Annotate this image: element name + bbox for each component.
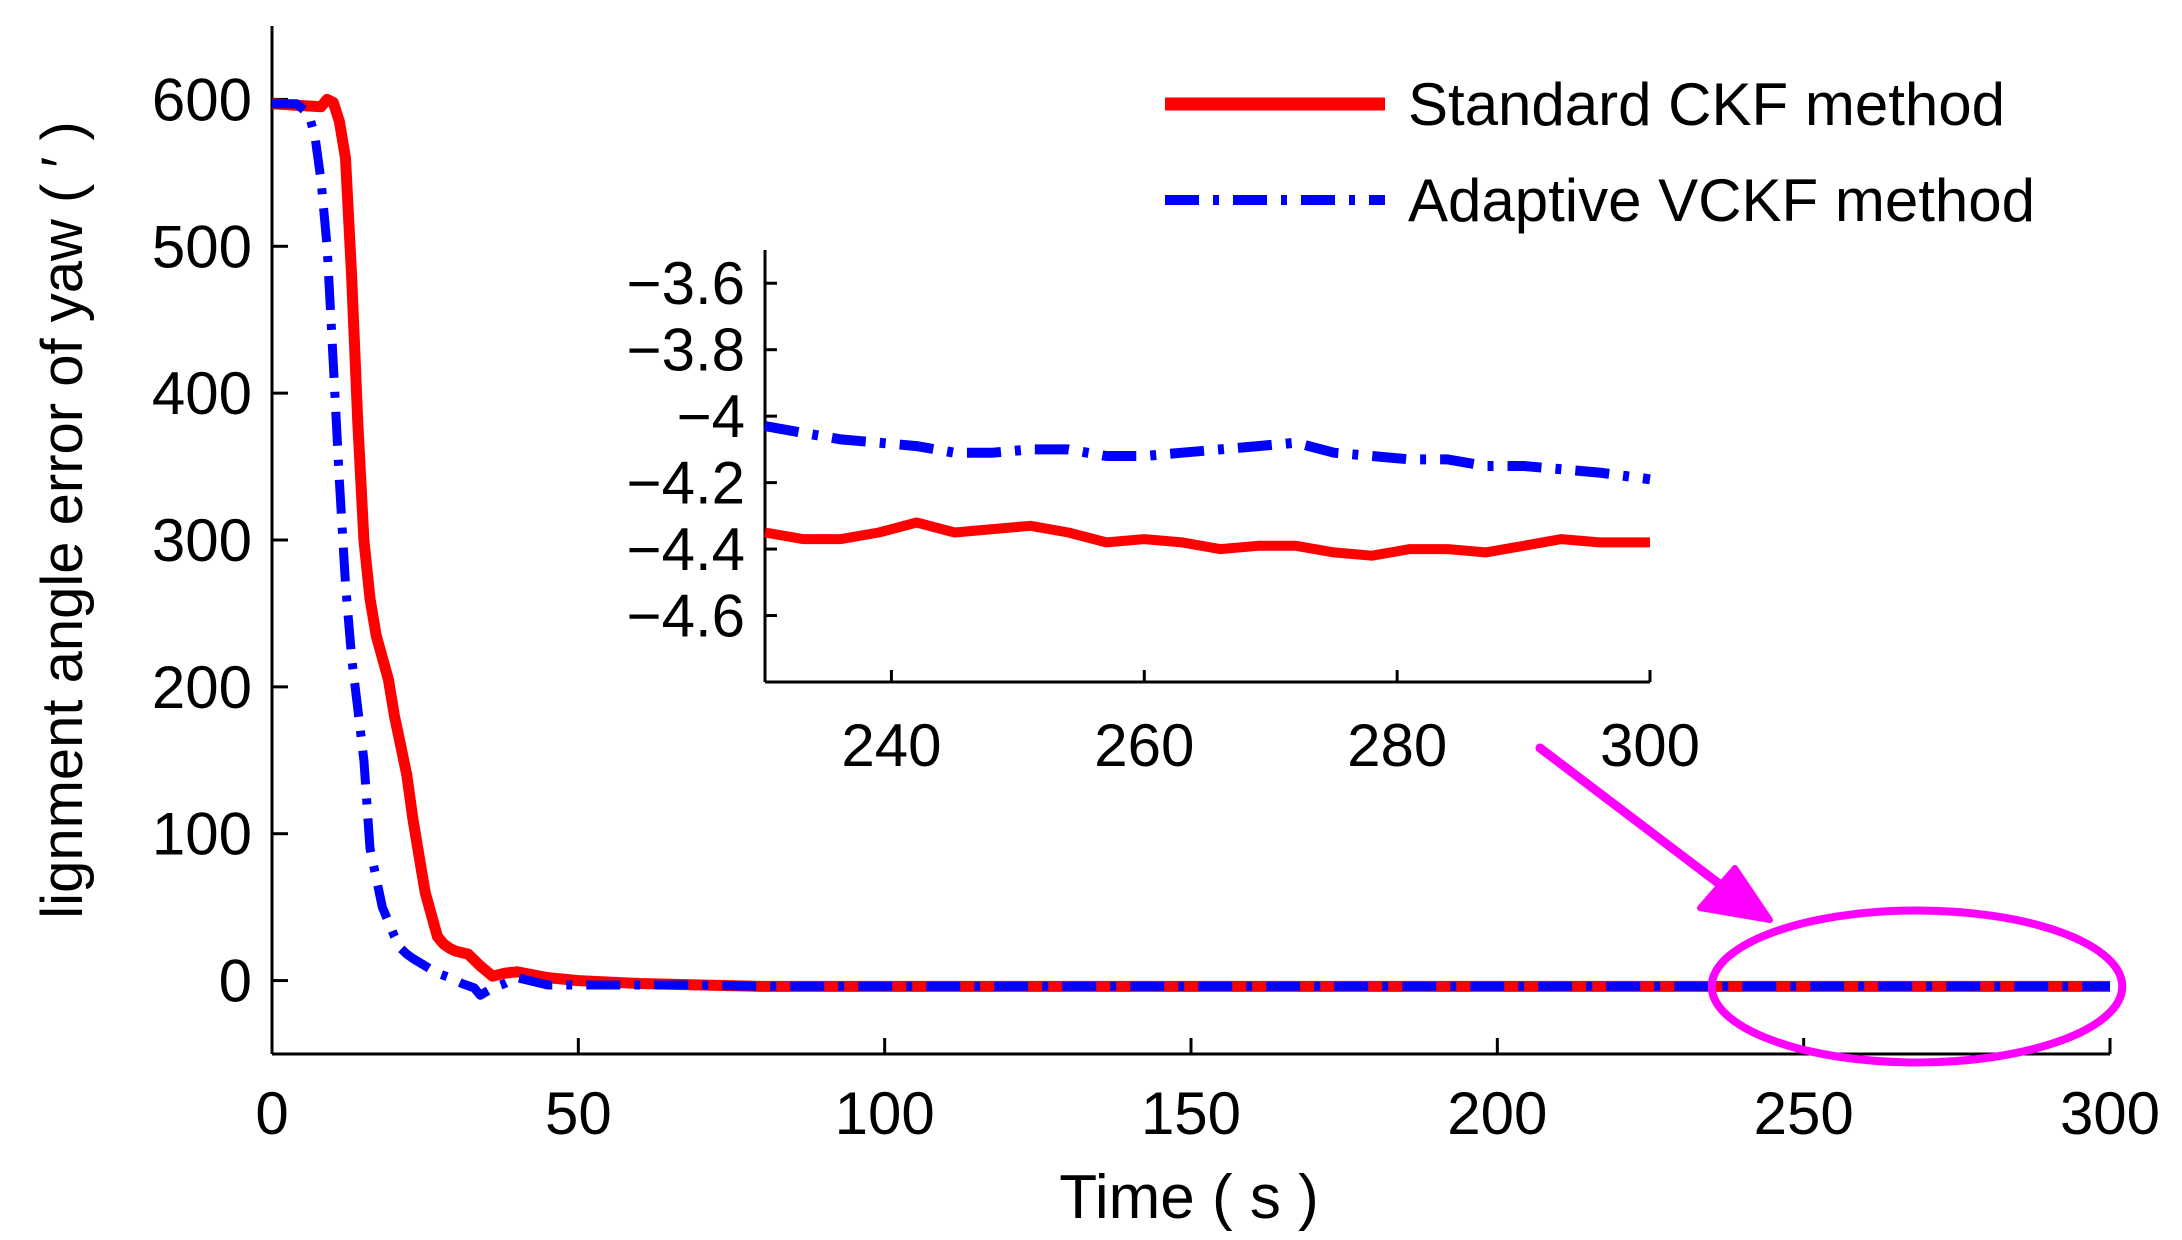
inset-y-tick-label: −4 [677,383,745,450]
inset-x-tick-label: 260 [1094,712,1194,779]
y-tick-label: 500 [152,213,252,280]
x-axis-title: Time ( s ) [1059,1163,1318,1232]
inset-series-line-adaptive-vckf [764,421,1651,485]
inset-x-tick-label: 240 [841,712,941,779]
y-tick-label: 0 [219,948,252,1015]
x-tick-label: 300 [2060,1080,2160,1147]
y-tick-label: 400 [152,360,252,427]
series-line-adaptive-vckf [272,99,2110,1000]
inset-y-tick-label: −4.2 [627,450,745,517]
inset-background [765,250,1650,682]
x-tick-label: 50 [545,1080,612,1147]
x-tick-label: 250 [1754,1080,1854,1147]
y-tick-label: 300 [152,507,252,574]
y-tick-label: 100 [152,801,252,868]
y-tick-label: 200 [152,654,252,721]
inset-series-line-standard-ckf [764,517,1650,561]
annotation-arrow-shaft [1535,743,1735,897]
y-axis-title: lignment angle error of yaw ( ′ ) [30,121,95,918]
x-tick-label: 0 [255,1080,288,1147]
x-tick-label: 200 [1447,1080,1547,1147]
x-tick-label: 100 [835,1080,935,1147]
inset-plot: 240 260 280 300 −3.6−3.8−4−4.2−4.4−4.6 [627,250,1700,779]
inset-x-tick-label: 280 [1347,712,1447,779]
main-plot: 0 50 100 150 200 250 300 0 100 200 300 400 500 600 Tim… [30,26,2160,1232]
legend: Standard CKF method Adaptive VCKF method [1165,71,2035,234]
inset-y-tick-label: −4.6 [627,583,745,650]
annotation-arrow-head [1697,865,1773,923]
y-tick-label: 600 [152,66,252,133]
inset-y-tick-label: −3.6 [627,250,745,317]
series-line-standard-ckf [271,93,2110,992]
legend-label-standard-ckf: Standard CKF method [1408,71,2005,138]
inset-y-tick-label: −3.8 [627,317,745,384]
x-tick-label: 150 [1141,1080,1241,1147]
inset-x-tick-label: 300 [1600,712,1700,779]
legend-label-adaptive-vckf: Adaptive VCKF method [1408,167,2035,234]
inset-y-tick-label: −4.4 [627,516,745,583]
annotation [1535,743,2127,1067]
highlight-ellipse [1707,906,2127,1067]
